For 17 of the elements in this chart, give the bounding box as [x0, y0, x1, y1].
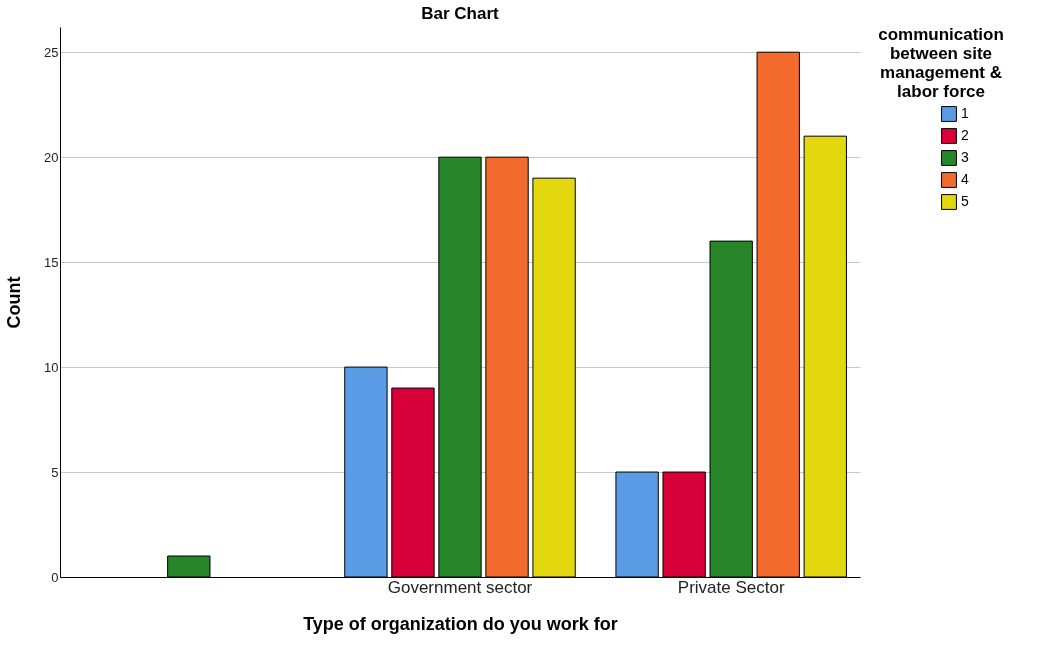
x-tick-label: Private Sector	[677, 577, 785, 597]
chart-title: Bar Chart	[421, 4, 500, 23]
x-axis-title: Type of organization do you work for	[303, 613, 618, 634]
legend-label: 3	[961, 149, 969, 165]
legend-title: communication between site management & labor force	[878, 25, 1004, 101]
y-tick-label: 5	[51, 464, 59, 480]
legend-label: 5	[961, 193, 969, 209]
y-tick-label: 15	[44, 254, 59, 270]
legend-label: 2	[961, 127, 969, 143]
y-tick-label: 0	[51, 569, 59, 585]
legend-label: 4	[961, 171, 969, 187]
legend-label: 1	[961, 105, 969, 121]
x-tick-label: Government sector	[387, 577, 533, 597]
y-tick-label: 10	[44, 359, 59, 375]
y-tick-label: 25	[44, 44, 59, 60]
y-axis-title: Count	[4, 276, 25, 329]
y-tick-label: 20	[44, 149, 59, 165]
